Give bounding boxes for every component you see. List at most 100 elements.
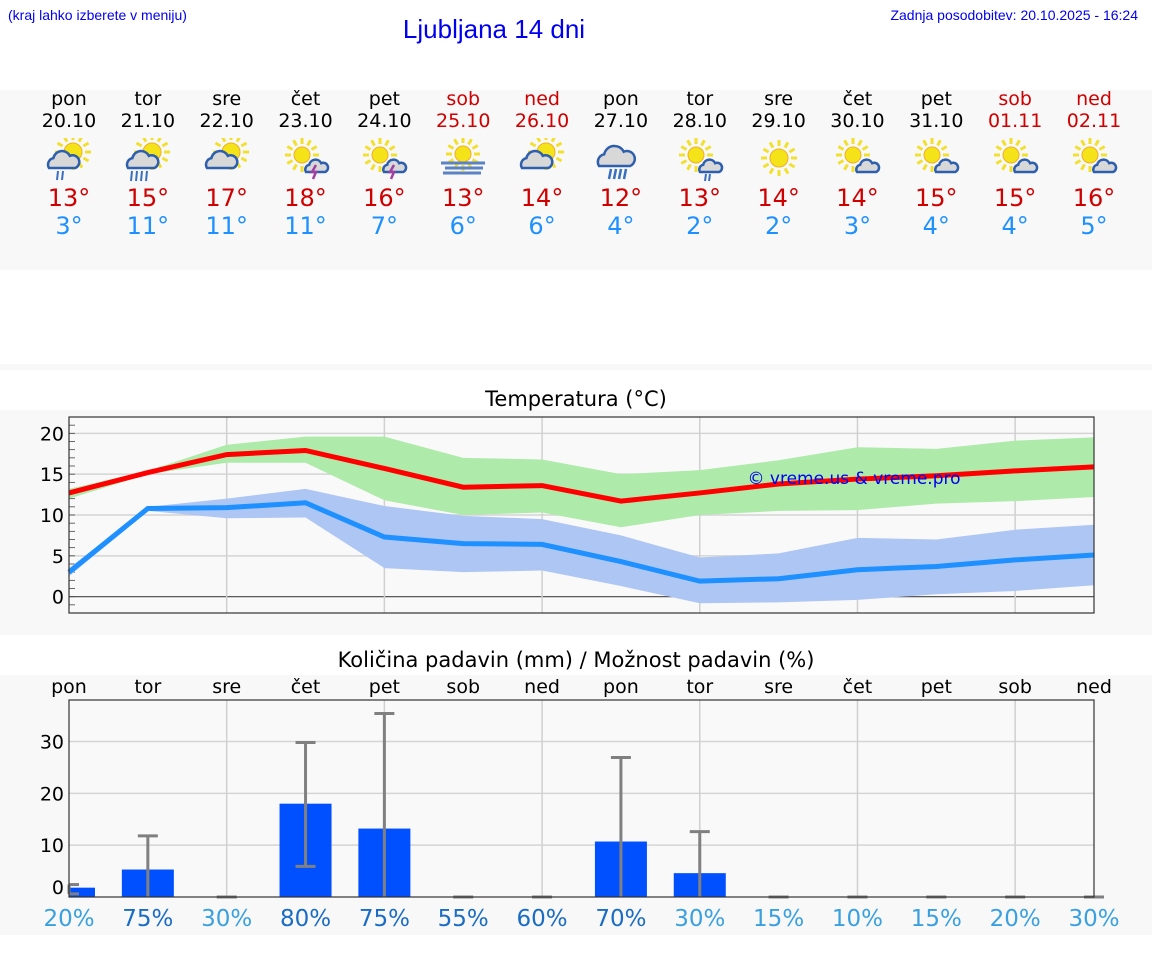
day-forecast: sob 01.11 15° 4°: [975, 88, 1055, 240]
max-temp: 14°: [757, 184, 800, 212]
weekday: pon: [603, 88, 639, 110]
precip-probability: 15%: [753, 906, 804, 932]
precip-probability: 70%: [595, 906, 646, 932]
max-temp: 17°: [205, 184, 248, 212]
daily-forecast-strip: [0, 90, 1152, 270]
min-temp: 11°: [205, 212, 248, 240]
x-tick-label: sob: [446, 676, 480, 698]
day-forecast: pet 31.10 15° 4°: [896, 88, 976, 240]
x-tick-label: sob: [998, 676, 1032, 698]
day-forecast: tor 28.10 13° 2°: [660, 88, 740, 240]
min-temp: 3°: [843, 212, 872, 240]
max-temp: 13°: [678, 184, 722, 212]
max-temp: 16°: [363, 184, 406, 212]
y-tick-label: 0: [52, 587, 64, 609]
precip-probability: 15%: [911, 906, 962, 932]
precip-probability: 10%: [832, 906, 883, 932]
x-tick-label: čet: [291, 676, 321, 698]
day-forecast: pet 24.10 16° 7°: [344, 88, 424, 240]
weekday: ned: [524, 88, 560, 110]
day-forecast: čet 23.10 18° 11°: [266, 88, 346, 240]
date: 24.10: [357, 110, 412, 132]
sun-cloud-rain-icon: [125, 138, 170, 182]
precip-probability: 75%: [359, 906, 410, 932]
min-temp: 11°: [284, 212, 327, 240]
day-forecast: sob 25.10 13° 6°: [423, 88, 503, 240]
precip-probability: 30%: [674, 906, 725, 932]
date: 25.10: [436, 110, 491, 132]
min-temp: 4°: [1001, 212, 1029, 240]
weekday: sob: [446, 88, 481, 110]
sun-small-cloud-rain-icon: [678, 138, 724, 182]
cloud-rain-icon: [596, 144, 636, 180]
weekday: sre: [212, 88, 242, 110]
max-temp: 15°: [126, 184, 170, 212]
weekday: sre: [764, 88, 794, 110]
date: 31.10: [909, 110, 964, 132]
date: 21.10: [120, 110, 176, 132]
sun-cloud-rain-light-icon: [46, 138, 91, 181]
y-tick-label: 5: [52, 546, 64, 568]
y-tick-label: 20: [40, 783, 64, 805]
date: 23.10: [278, 110, 333, 132]
min-temp: 11°: [126, 212, 170, 240]
x-tick-label: čet: [843, 676, 873, 698]
day-forecast: ned 02.11 16° 5°: [1054, 88, 1134, 240]
precip-probability: 60%: [517, 906, 568, 932]
y-tick-label: 10: [40, 835, 64, 857]
min-temp: 7°: [370, 212, 399, 240]
day-forecast: ned 26.10 14° 6°: [502, 88, 582, 240]
date: 27.10: [593, 110, 649, 132]
divider: [0, 364, 1152, 370]
max-temp: 12°: [599, 184, 643, 212]
precip-bar: [69, 887, 95, 897]
precip-probability: 20%: [43, 906, 94, 932]
y-tick-label: 10: [40, 505, 64, 527]
weekday: pon: [51, 88, 87, 110]
precip-probability: 30%: [1068, 906, 1119, 932]
day-forecast: pon 20.10 13° 3°: [29, 88, 109, 240]
max-temp-line: [68, 447, 1095, 504]
day-forecast: pon 27.10 12° 4°: [581, 88, 661, 240]
day-forecast: čet 30.10 14° 3°: [817, 88, 897, 240]
max-temp: 13°: [441, 184, 485, 212]
min-temp: 2°: [686, 212, 714, 240]
max-temp: 16°: [1072, 184, 1116, 212]
date: 29.10: [751, 110, 806, 132]
temperature-chart-title: Temperatura (°C): [485, 387, 667, 411]
x-tick-label: ned: [524, 676, 560, 698]
max-temp: 18°: [284, 184, 327, 212]
y-tick-label: 20: [40, 423, 64, 445]
sun-small-cloud-icon: [994, 138, 1039, 174]
day-forecast: sre 22.10 17° 11°: [187, 88, 267, 240]
weekday: tor: [134, 88, 162, 110]
last-updated: Zadnja posodobitev: 20.10.2025 - 16:24: [890, 7, 1138, 23]
min-temp: 5°: [1080, 212, 1108, 240]
max-temp: 15°: [915, 184, 958, 212]
precip-probability: 75%: [122, 906, 173, 932]
day-forecast: tor 21.10 15° 11°: [108, 88, 188, 240]
date: 28.10: [672, 110, 727, 132]
weekday: čet: [842, 88, 873, 110]
x-tick-label: sre: [764, 676, 793, 698]
weekday: čet: [290, 88, 321, 110]
sun-cloud-thunder-icon: [284, 138, 329, 180]
x-tick-label: tor: [686, 676, 713, 698]
precipitation-chart-title: Količina padavin (mm) / Možnost padavin …: [337, 648, 815, 672]
watermark: © vreme.us & vreme.pro: [747, 469, 960, 489]
min-temp: 3°: [55, 212, 83, 240]
max-temp: 14°: [836, 184, 879, 212]
date: 01.11: [987, 110, 1043, 132]
day-forecast: sre 29.10 14° 2°: [739, 88, 819, 240]
max-temp-range-band: [69, 436, 1094, 528]
min-temp-line: [67, 500, 1095, 584]
x-tick-label: sre: [212, 676, 241, 698]
weekday: tor: [686, 88, 714, 110]
x-tick-label: pet: [369, 676, 400, 698]
weekday: pet: [368, 88, 400, 110]
max-temp: 13°: [47, 184, 91, 212]
page-title: Ljubljana 14 dni: [402, 14, 586, 44]
sun-small-cloud-icon: [1073, 138, 1118, 174]
